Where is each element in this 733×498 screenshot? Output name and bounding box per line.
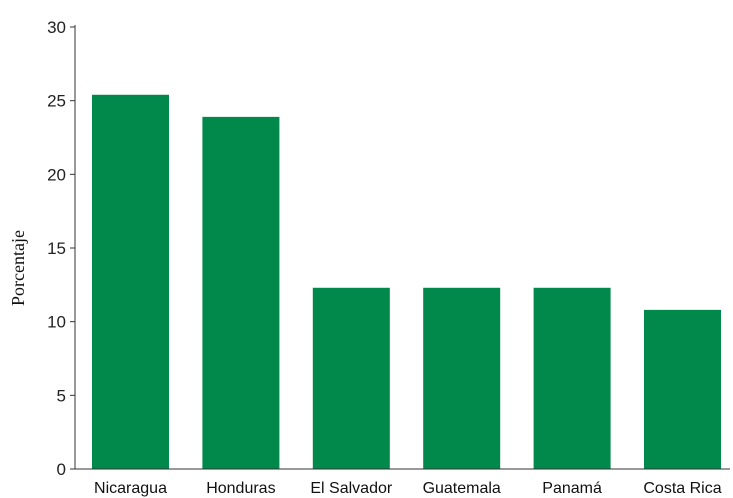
x-category-label: El Salvador: [310, 480, 392, 497]
bar-guatemala: [423, 287, 501, 469]
y-tick-label: 20: [47, 165, 66, 184]
y-tick-label: 0: [57, 460, 66, 479]
y-axis-title: Porcentaje: [8, 230, 28, 306]
y-tick-label: 30: [47, 18, 66, 37]
y-tick-label: 25: [47, 92, 66, 111]
y-tick-label: 10: [47, 313, 66, 332]
bar-nicaragua: [92, 94, 169, 470]
bar-costa-rica: [644, 309, 721, 469]
x-category-label: Honduras: [206, 480, 275, 497]
bar-honduras: [202, 116, 280, 469]
y-axis-ticks: 0 5 10 15 20 25 30: [47, 18, 75, 479]
x-category-label: Costa Rica: [643, 480, 721, 497]
bar-panamá: [533, 287, 611, 469]
x-category-label: Panamá: [542, 480, 602, 497]
bars: [92, 94, 721, 470]
y-tick-label: 15: [47, 239, 66, 258]
bar-el-salvador: [312, 287, 390, 469]
y-tick-label: 5: [57, 386, 66, 405]
x-axis-labels: Nicaragua Honduras El Salvador Guatemala Pan…: [94, 480, 722, 497]
x-category-label: Guatemala: [423, 480, 501, 497]
x-category-label: Nicaragua: [94, 480, 167, 497]
